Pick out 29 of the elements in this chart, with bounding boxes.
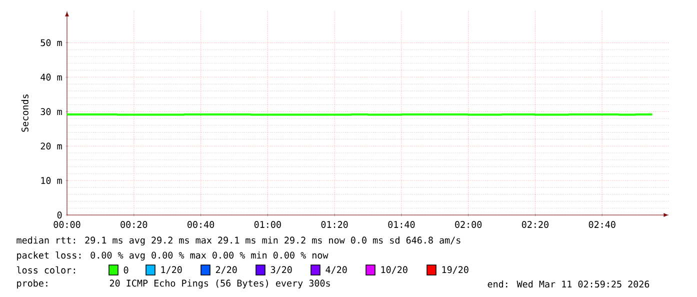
x-tick-label: 00:00: [54, 220, 80, 228]
x-tick-label: 00:40: [188, 220, 214, 228]
y-tick-label: 0: [57, 212, 62, 218]
y-tick-label: 40 m: [40, 74, 62, 81]
legend-label: 2/20: [216, 266, 237, 274]
legend-label: 19/20: [442, 266, 468, 274]
y-tick-label: 10 m: [41, 177, 62, 184]
legend-label: 1/20: [161, 266, 182, 274]
text: end: Wed Mar 11 02:59:25 2026: [488, 280, 650, 288]
x-tick-label: 02:00: [455, 220, 482, 228]
y-tick-label: 50 m: [40, 39, 62, 46]
legend-label: 4/20: [326, 266, 347, 274]
text: median rtt: 29.1 ms avg 29.2 ms max 29.1 ms min 29.2 ms now 0.0 ms sd 646.8 am/s: [16, 236, 460, 246]
text: probe:: [17, 280, 48, 288]
legend-label: 3/20: [270, 266, 292, 274]
legend-label: 10/20: [381, 266, 408, 274]
legend-title: loss color:: [16, 266, 75, 274]
x-tick-label: 02:40: [588, 220, 616, 228]
y-axis-title: Seconds: [21, 94, 28, 132]
text: packet loss: 0.00 % avg 0.00 % max 0.00 % min 0.00 % now: [17, 251, 328, 261]
legend-label: 0: [124, 266, 128, 274]
x-tick-label: 01:40: [388, 220, 415, 228]
x-tick-label: 00:20: [120, 220, 148, 228]
y-tick-label: 20 m: [40, 142, 62, 150]
x-tick-label: 01:00: [254, 220, 281, 228]
x-tick-label: 02:20: [522, 220, 548, 228]
y-tick-label: 30 m: [40, 108, 62, 116]
x-tick-label: 01:20: [321, 220, 348, 228]
text: 20 ICMP Echo Pings (56 Bytes) every 300s: [110, 280, 330, 288]
